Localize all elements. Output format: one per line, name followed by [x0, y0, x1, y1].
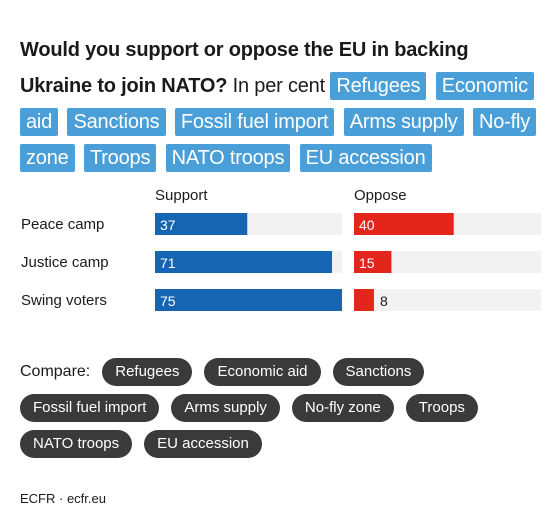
- data-label: 37: [160, 217, 176, 233]
- bar-oppose: [354, 213, 454, 235]
- row-label: Justice camp: [21, 254, 109, 271]
- compare-chip-eu-accession[interactable]: EU accession: [144, 430, 262, 458]
- source-credit: ECFR · ecfr.eu: [20, 491, 106, 506]
- chart-subtitle: In per cent: [232, 75, 326, 97]
- compare-chip-troops[interactable]: Troops: [405, 394, 478, 422]
- compare-bar: Compare: Refugees Economic aid Sanctions Fo…: [20, 358, 540, 458]
- topic-chip-troops[interactable]: Troops: [83, 144, 157, 172]
- row-label: Swing voters: [21, 292, 107, 309]
- compare-chip-nato-troops[interactable]: NATO troops: [20, 430, 133, 458]
- bar-track: [354, 251, 541, 273]
- bar-support: [155, 213, 248, 235]
- series-header-support: Support: [155, 187, 208, 204]
- data-label: 40: [359, 217, 375, 233]
- compare-chip-refugees[interactable]: Refugees: [102, 358, 193, 386]
- compare-chip-arms-supply[interactable]: Arms supply: [171, 394, 280, 422]
- topic-chip-refugees[interactable]: Refugees: [330, 72, 427, 100]
- bar-track: [354, 289, 541, 311]
- compare-chip-fossil-fuel-import[interactable]: Fossil fuel import: [20, 394, 160, 422]
- topic-chip-sanctions[interactable]: Sanctions: [67, 108, 166, 136]
- data-label: 15: [359, 255, 375, 271]
- topic-chip-eu-accession[interactable]: EU accession: [299, 144, 432, 172]
- data-label: 71: [160, 255, 176, 271]
- series-header-oppose: Oppose: [354, 187, 407, 204]
- topic-chip-fossil-fuel-import[interactable]: Fossil fuel import: [174, 108, 335, 136]
- bar-chart: Support Oppose Peace camp 37 40 Justice camp 7…: [21, 187, 541, 311]
- data-label: 75: [160, 293, 176, 309]
- bar-support: [155, 289, 342, 311]
- compare-chip-sanctions[interactable]: Sanctions: [332, 358, 425, 386]
- bar-oppose: [354, 251, 392, 273]
- bar-support: [155, 251, 333, 273]
- data-label: 8: [380, 293, 388, 309]
- compare-label: Compare:: [20, 363, 91, 380]
- topic-chip-nato-troops[interactable]: NATO troops: [165, 144, 291, 172]
- chart-heading: Would you support or oppose the EU in ba…: [20, 32, 537, 176]
- row-label: Peace camp: [21, 216, 104, 233]
- compare-chip-economic-aid[interactable]: Economic aid: [204, 358, 321, 386]
- compare-chip-no-fly-zone[interactable]: No-fly zone: [291, 394, 394, 422]
- chart-title: Would you support or oppose the EU in ba…: [20, 39, 469, 97]
- topic-chip-arms-supply[interactable]: Arms supply: [343, 108, 464, 136]
- bar-oppose: [354, 289, 374, 311]
